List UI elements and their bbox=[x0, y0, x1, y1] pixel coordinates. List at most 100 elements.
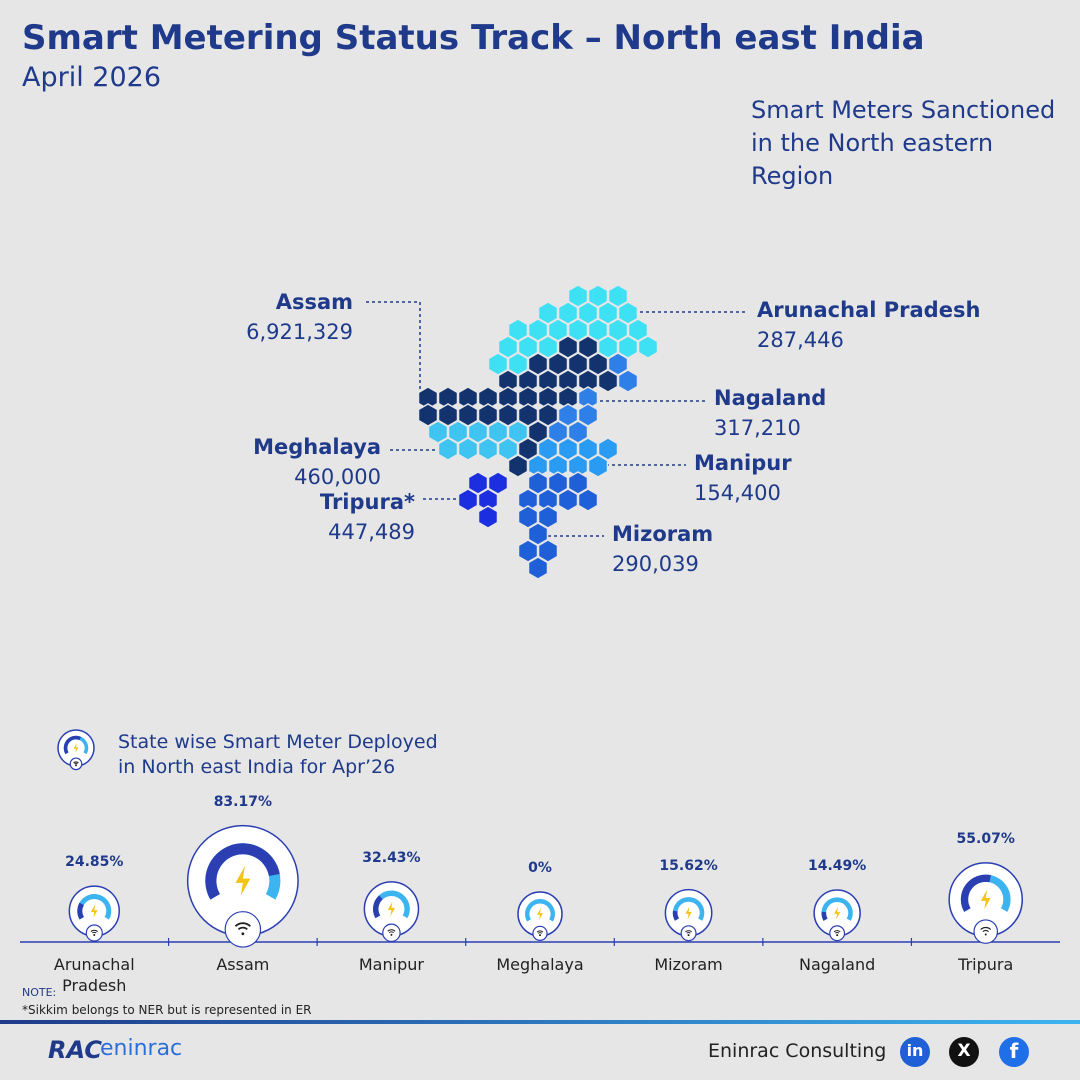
state-value: 447,489 bbox=[328, 520, 415, 544]
category-label: Mizoram bbox=[654, 955, 723, 974]
wifi-arc bbox=[685, 930, 693, 933]
wifi-badge bbox=[382, 923, 401, 943]
value-label: 14.49% bbox=[807, 857, 867, 874]
wifi-badge bbox=[224, 911, 262, 948]
gauge bbox=[517, 891, 563, 942]
gauge-fill bbox=[960, 874, 991, 912]
hex bbox=[557, 488, 579, 512]
state-value: 287,446 bbox=[757, 328, 844, 352]
wifi-badge bbox=[680, 925, 697, 942]
category-label: Arunachal Pradesh bbox=[53, 955, 135, 995]
category-label: Tripura bbox=[958, 955, 1014, 974]
gauge-fill bbox=[821, 911, 828, 921]
gauge-fill bbox=[672, 910, 680, 921]
hex bbox=[597, 369, 619, 393]
bolt bbox=[387, 901, 396, 917]
bolt bbox=[90, 904, 98, 918]
wifi-arc bbox=[387, 929, 396, 932]
hex bbox=[527, 556, 549, 580]
state-name: Meghalaya bbox=[253, 435, 381, 459]
note-label: NOTE: bbox=[22, 986, 57, 999]
state-value: 290,039 bbox=[612, 552, 699, 576]
company: Eninrac Consulting bbox=[708, 1040, 887, 1062]
wifi-dot bbox=[390, 933, 393, 936]
bolt bbox=[685, 906, 692, 920]
wifi-arc bbox=[74, 762, 78, 765]
bolt bbox=[834, 906, 841, 920]
gauge bbox=[813, 889, 861, 942]
gauge-fill bbox=[373, 895, 383, 919]
gauge-icon bbox=[57, 729, 95, 771]
wifi-arc bbox=[388, 931, 394, 934]
state-name: Assam bbox=[275, 290, 353, 314]
category-label: Assam bbox=[216, 955, 270, 974]
wifi-arc bbox=[536, 930, 544, 933]
hex-map bbox=[417, 284, 659, 580]
state-name: Arunachal Pradesh bbox=[757, 298, 981, 322]
wifi-arc bbox=[91, 931, 97, 934]
value-label: 0% bbox=[528, 860, 552, 876]
state-name: Manipur bbox=[694, 451, 792, 475]
wifi-arc bbox=[237, 926, 248, 931]
value-label: 32.43% bbox=[362, 849, 421, 866]
subtitle: April 2026 bbox=[22, 62, 162, 93]
map-title: Smart Meters Sanctioned in the North eas… bbox=[751, 96, 1056, 190]
category-label: Meghalaya bbox=[496, 955, 584, 974]
wifi-badge bbox=[85, 924, 103, 942]
wifi-badge bbox=[69, 757, 83, 771]
hex bbox=[477, 505, 499, 529]
gauge-fill bbox=[63, 735, 81, 755]
wifi-dot bbox=[984, 933, 987, 936]
wifi-dot bbox=[539, 934, 541, 937]
bolt bbox=[235, 865, 251, 896]
facebook-text: f bbox=[1009, 1039, 1019, 1063]
wifi-arc bbox=[834, 932, 840, 934]
linkedin-icon[interactable] bbox=[900, 1037, 930, 1067]
wifi-arc bbox=[686, 931, 691, 934]
hex bbox=[577, 488, 599, 512]
linkedin-text: in bbox=[906, 1041, 924, 1060]
wifi-arc bbox=[982, 929, 990, 933]
bolt bbox=[73, 743, 79, 753]
facebook-icon[interactable] bbox=[999, 1037, 1029, 1067]
value-label: 83.17% bbox=[213, 793, 272, 810]
category-label: Manipur bbox=[358, 955, 424, 974]
wifi-arc bbox=[833, 930, 841, 933]
gauge bbox=[68, 885, 120, 942]
wifi-arc bbox=[73, 761, 79, 764]
note-text: *Sikkim belongs to NER but is represente… bbox=[22, 1003, 312, 1017]
wifi-arc bbox=[90, 929, 99, 933]
chart-title: State wise Smart Meter Deployed in North… bbox=[118, 731, 438, 778]
x-text: X bbox=[957, 1041, 971, 1061]
hex bbox=[457, 488, 479, 512]
hex bbox=[507, 454, 529, 478]
state-name: Mizoram bbox=[612, 522, 714, 546]
hex bbox=[637, 335, 659, 359]
wifi-dot bbox=[687, 934, 690, 937]
hex bbox=[437, 437, 459, 461]
state-value: 154,400 bbox=[694, 481, 781, 505]
wifi-dot bbox=[75, 764, 77, 767]
hex bbox=[457, 437, 479, 461]
wifi-dot bbox=[93, 934, 96, 937]
gauge-fill bbox=[77, 902, 85, 920]
gauge bbox=[363, 881, 420, 943]
wifi-arc bbox=[234, 922, 251, 927]
logo-mark: RAC bbox=[48, 1036, 102, 1064]
wifi-arc bbox=[537, 932, 543, 934]
state-value: 460,000 bbox=[294, 465, 381, 489]
category-label: Nagaland bbox=[799, 955, 876, 974]
value-label: 55.07% bbox=[956, 830, 1015, 847]
wifi-dot bbox=[241, 932, 245, 936]
hex bbox=[477, 437, 499, 461]
wifi-badge bbox=[532, 925, 548, 942]
value-label: 24.85% bbox=[65, 854, 124, 871]
x-icon[interactable] bbox=[949, 1037, 979, 1067]
wifi-badge bbox=[973, 919, 999, 944]
wifi-dot bbox=[836, 934, 839, 937]
wifi-badge bbox=[829, 925, 846, 942]
gauge-fill bbox=[205, 843, 280, 900]
gauge bbox=[664, 888, 713, 942]
